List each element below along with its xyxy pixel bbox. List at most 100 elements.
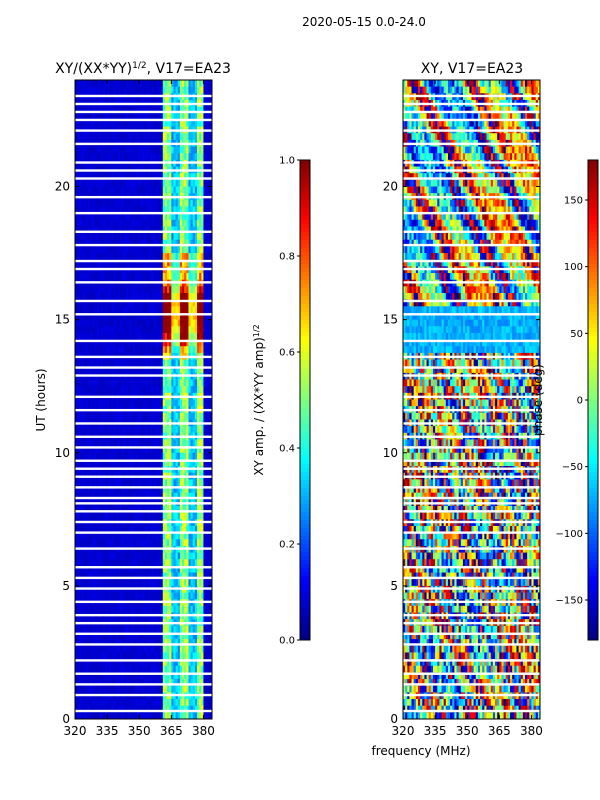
heatmap-cell — [113, 339, 117, 347]
heatmap-cell — [171, 439, 174, 447]
heatmap-cell — [98, 133, 102, 141]
heatmap-cell — [201, 439, 204, 447]
heatmap-cell — [158, 559, 162, 567]
heatmap-cell — [203, 199, 206, 207]
heatmap-cell — [132, 133, 136, 141]
heatmap-cell — [89, 239, 93, 247]
heatmap-cell — [184, 379, 187, 387]
heatmap-cell — [158, 306, 162, 314]
heatmap-cell — [109, 146, 112, 154]
heatmap-cell — [194, 106, 198, 114]
heatmap-cell — [190, 213, 194, 221]
heatmap-cell — [182, 592, 185, 600]
heatmap-cell — [158, 219, 162, 227]
heatmap-cell — [145, 146, 149, 154]
heatmap-cell — [128, 186, 132, 194]
heatmap-cell — [83, 379, 87, 387]
heatmap-cell — [203, 506, 206, 514]
heatmap-cell — [117, 399, 121, 407]
heatmap-cell — [98, 286, 102, 294]
heatmap-cell — [104, 106, 108, 114]
heatmap-cell — [98, 306, 102, 314]
heatmap-cell — [124, 106, 127, 114]
heatmap-cell — [130, 293, 134, 301]
heatmap-cell — [111, 399, 114, 407]
heatmap-cell — [203, 366, 206, 374]
heatmap-cell — [149, 379, 153, 387]
heatmap-cell — [177, 506, 181, 514]
heatmap-cell — [179, 146, 183, 154]
heatmap-cell — [177, 153, 181, 161]
heatmap-cell — [119, 146, 123, 154]
heatmap-cell — [201, 452, 204, 460]
heatmap-cell — [94, 233, 97, 241]
heatmap-cell — [139, 299, 142, 307]
heatmap-cell — [188, 293, 191, 301]
heatmap-cell — [179, 552, 183, 560]
heatmap-cell — [209, 386, 213, 394]
heatmap-cell — [194, 446, 198, 454]
heatmap-cell — [104, 239, 108, 247]
heatmap-cell — [96, 133, 99, 141]
heatmap-cell — [201, 233, 204, 241]
heatmap-cell — [117, 592, 121, 600]
heatmap-cell — [89, 559, 93, 567]
heatmap-cell — [85, 146, 89, 154]
heatmap-cell — [149, 206, 153, 214]
heatmap-cell — [102, 552, 106, 560]
heatmap-cell — [85, 239, 89, 247]
heatmap-cell — [184, 119, 187, 127]
heatmap-cell — [122, 306, 125, 314]
heatmap-cell — [171, 386, 174, 394]
heatmap-cell — [92, 446, 95, 454]
heatmap-cell — [83, 173, 87, 181]
heatmap-cell — [87, 133, 91, 141]
heatmap-cell — [79, 173, 82, 181]
heatmap-cell — [109, 239, 112, 247]
heatmap-cell — [139, 525, 142, 534]
heatmap-cell — [186, 133, 189, 141]
heatmap-cell — [117, 293, 121, 301]
heatmap-cell — [149, 199, 153, 207]
heatmap-cell — [186, 293, 189, 301]
heatmap-cell — [89, 579, 93, 587]
heatmap-cell — [87, 512, 91, 520]
heatmap-cell — [81, 179, 84, 187]
heatmap-cell — [182, 399, 185, 407]
heatmap-cell — [83, 306, 87, 314]
heatmap-cell — [182, 332, 185, 340]
heatmap-cell — [192, 412, 196, 420]
heatmap-cell — [171, 426, 174, 434]
heatmap-cell — [143, 379, 147, 387]
heatmap-cell — [128, 173, 132, 181]
heatmap-cell — [137, 572, 140, 580]
heatmap-cell — [184, 459, 187, 467]
heatmap-cell — [190, 273, 194, 281]
heatmap-cell — [113, 173, 117, 181]
heatmap-cell — [145, 319, 149, 327]
heatmap-cell — [89, 592, 93, 600]
heatmap-cell — [175, 565, 179, 573]
heatmap-cell — [177, 233, 181, 241]
heatmap-cell — [126, 113, 129, 121]
heatmap-cell — [77, 459, 80, 467]
heatmap-cell — [207, 439, 211, 447]
heatmap-cell — [145, 532, 149, 540]
heatmap-cell — [177, 565, 181, 573]
heatmap-cell — [79, 346, 82, 354]
heatmap-cell — [102, 133, 106, 141]
heatmap-cell — [190, 386, 194, 394]
heatmap-cell — [203, 412, 206, 420]
heatmap-cell — [186, 512, 189, 520]
heatmap-cell — [98, 326, 102, 334]
heatmap-cell — [169, 273, 172, 281]
heatmap-cell — [81, 312, 84, 321]
heatmap-cell — [169, 346, 172, 354]
heatmap-cell — [81, 532, 84, 540]
heatmap-cell — [132, 572, 136, 580]
heatmap-cell — [81, 206, 84, 214]
heatmap-cell — [102, 386, 106, 394]
heatmap-cell — [96, 572, 99, 580]
heatmap-cell — [145, 426, 149, 434]
heatmap-cell — [126, 532, 129, 540]
